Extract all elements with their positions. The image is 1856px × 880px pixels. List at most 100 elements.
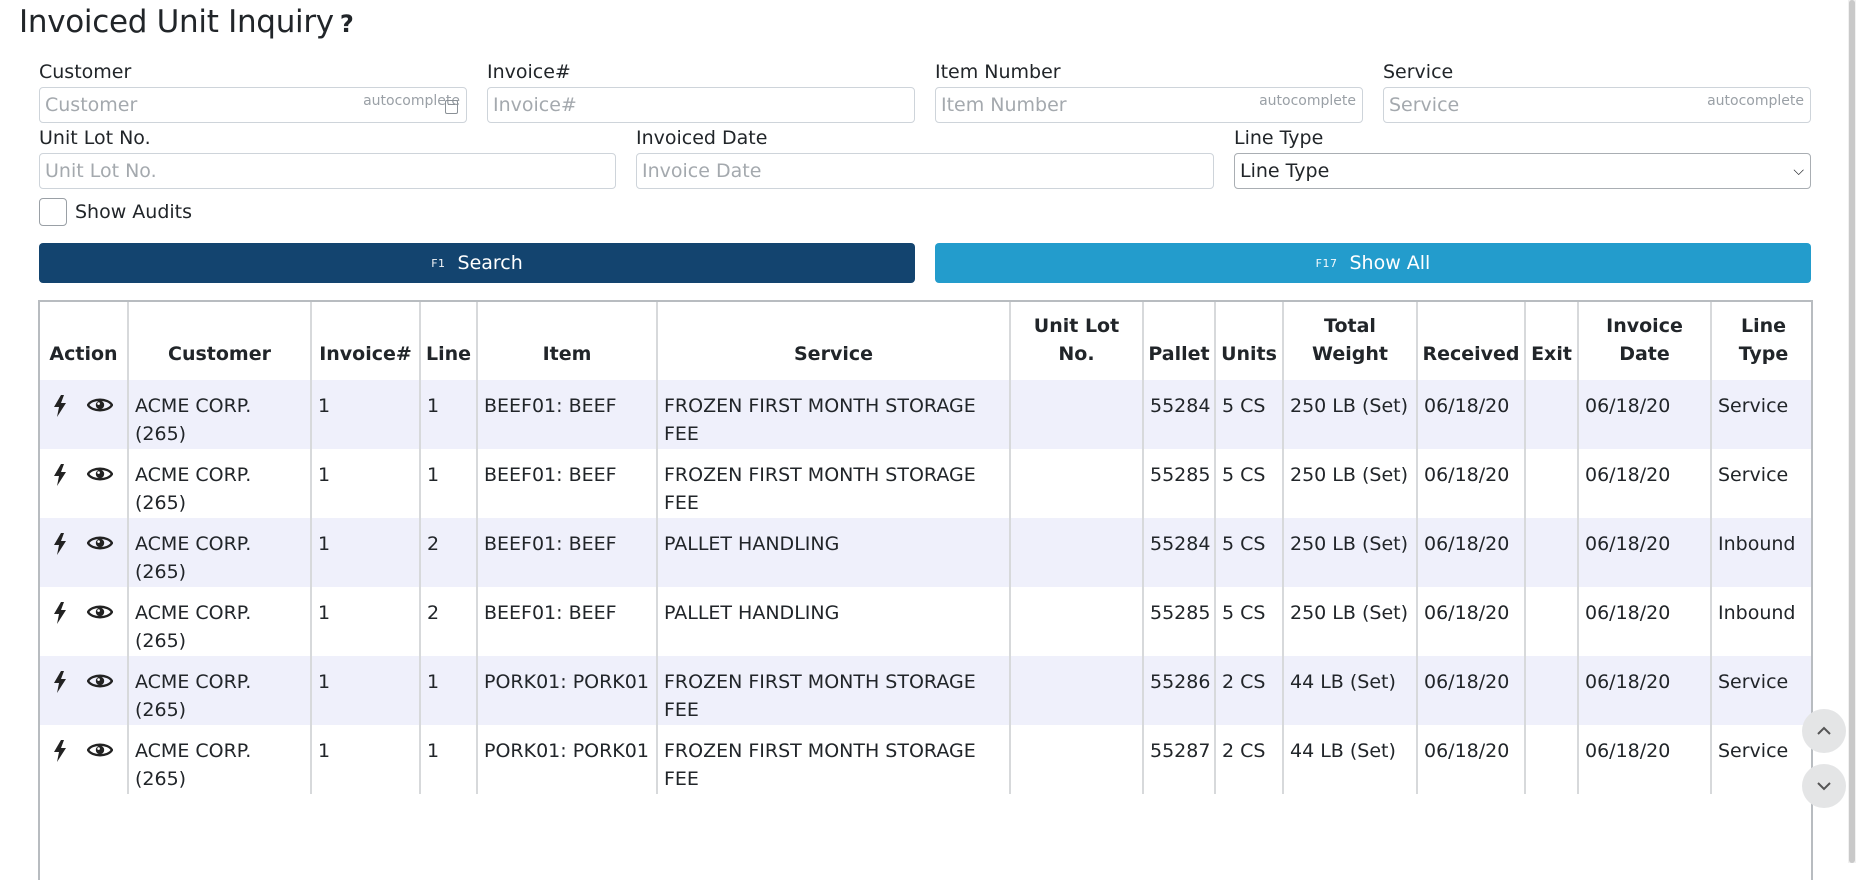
item-number-input[interactable]	[936, 88, 1362, 122]
eye-icon[interactable]	[87, 741, 113, 759]
bolt-icon[interactable]	[53, 533, 67, 555]
bolt-icon[interactable]	[53, 671, 67, 693]
scrollbar-thumb[interactable]	[1849, 0, 1855, 863]
invoice-input[interactable]	[488, 88, 914, 122]
line-type-select[interactable]: Line Type	[1235, 154, 1810, 188]
cell-line-type: Inbound	[1711, 518, 1811, 587]
column-header[interactable]: Units	[1215, 302, 1284, 380]
eye-icon[interactable]	[87, 465, 113, 483]
cell-units: 5 CS	[1215, 587, 1284, 656]
column-header[interactable]: Action	[40, 302, 129, 380]
invoice-field: Invoice#	[487, 59, 915, 123]
cell-service: FROZEN FIRST MONTH STORAGE FEE	[657, 449, 1011, 518]
cell-line: 2	[420, 587, 478, 656]
cell-weight: 250 LB (Set)	[1283, 587, 1418, 656]
invoiced-date-field: Invoiced Date	[636, 125, 1214, 189]
column-header[interactable]: Customer	[128, 302, 312, 380]
cell-customer: ACME CORP. (265)	[128, 725, 312, 794]
cell-service: FROZEN FIRST MONTH STORAGE FEE	[657, 656, 1011, 725]
cell-received: 06/18/20	[1417, 656, 1526, 725]
column-header[interactable]: Invoice#	[311, 302, 421, 380]
invoiced-date-input[interactable]	[637, 154, 1213, 188]
column-header[interactable]: Item	[477, 302, 658, 380]
unit-lot-label: Unit Lot No.	[39, 127, 151, 149]
show-audits-checkbox[interactable]	[39, 198, 67, 226]
show-audits-label: Show Audits	[75, 201, 193, 223]
column-header[interactable]: Exit	[1525, 302, 1579, 380]
action-cell	[40, 725, 129, 794]
bolt-icon[interactable]	[53, 464, 67, 486]
cell-exit	[1525, 587, 1579, 656]
cell-customer: ACME CORP. (265)	[128, 449, 312, 518]
column-header[interactable]: Invoice Date	[1578, 302, 1712, 380]
customer-label: Customer	[39, 61, 132, 83]
scroll-up-button[interactable]	[1802, 709, 1846, 753]
cell-line-type: Service	[1711, 449, 1811, 518]
table-row[interactable]: ACME CORP. (265) 1 2 BEEF01: BEEF PALLET HAN…	[40, 518, 1811, 587]
table-row[interactable]: ACME CORP. (265) 1 1 PORK01: PORK01 FROZEN F…	[40, 656, 1811, 725]
cell-received: 06/18/20	[1417, 449, 1526, 518]
table-row[interactable]: ACME CORP. (265) 1 2 BEEF01: BEEF PALLET HAN…	[40, 587, 1811, 656]
show-all-shortcut: F17	[1315, 256, 1338, 270]
cell-invoice: 1	[311, 656, 421, 725]
cell-line-type: Service	[1711, 725, 1811, 794]
cell-units: 5 CS	[1215, 518, 1284, 587]
eye-icon[interactable]	[87, 534, 113, 552]
column-header[interactable]: Service	[657, 302, 1011, 380]
invoiced-date-label: Invoiced Date	[636, 127, 768, 149]
cell-item: PORK01: PORK01	[477, 725, 658, 794]
invoice-label: Invoice#	[487, 61, 571, 83]
chevron-down-icon	[1817, 782, 1831, 791]
column-header[interactable]: Line	[420, 302, 478, 380]
service-input[interactable]	[1384, 88, 1810, 122]
cell-invoice-date: 06/18/20	[1578, 518, 1712, 587]
bolt-icon[interactable]	[53, 395, 67, 417]
lookup-icon[interactable]	[445, 100, 458, 114]
cell-exit	[1525, 380, 1579, 449]
column-header[interactable]: Line Type	[1738, 315, 1789, 365]
customer-field: Customer autocomplete	[39, 59, 467, 123]
table-row[interactable]: ACME CORP. (265) 1 1 BEEF01: BEEF FROZEN FIR…	[40, 380, 1811, 449]
results-table: Action Customer Invoice# Line Item Service Uni…	[38, 300, 1813, 880]
column-header[interactable]: Received	[1417, 302, 1526, 380]
bolt-icon[interactable]	[53, 740, 67, 762]
cell-line: 1	[420, 725, 478, 794]
table-row[interactable]: ACME CORP. (265) 1 1 BEEF01: BEEF FROZEN FIR…	[40, 449, 1811, 518]
eye-icon[interactable]	[87, 603, 113, 621]
column-header[interactable]: Pallet	[1143, 302, 1216, 380]
page-title-text: Invoiced Unit Inquiry	[19, 4, 334, 40]
eye-icon[interactable]	[87, 396, 113, 414]
unit-lot-field: Unit Lot No.	[39, 125, 616, 189]
cell-received: 06/18/20	[1417, 380, 1526, 449]
cell-invoice-date: 06/18/20	[1578, 656, 1712, 725]
cell-units: 5 CS	[1215, 449, 1284, 518]
show-all-button[interactable]: F17 Show All	[935, 243, 1811, 283]
help-icon[interactable]: ?	[339, 10, 354, 38]
cell-customer: ACME CORP. (265)	[128, 518, 312, 587]
cell-exit	[1525, 449, 1579, 518]
cell-item: BEEF01: BEEF	[477, 518, 658, 587]
search-button[interactable]: F1 Search	[39, 243, 915, 283]
bolt-icon[interactable]	[53, 602, 67, 624]
cell-invoice: 1	[311, 380, 421, 449]
table-header-row: Action Customer Invoice# Line Item Service Uni…	[40, 302, 1811, 380]
item-number-label: Item Number	[935, 61, 1061, 83]
cell-line: 1	[420, 449, 478, 518]
cell-received: 06/18/20	[1417, 518, 1526, 587]
column-header[interactable]: Total Weight	[1283, 302, 1418, 380]
eye-icon[interactable]	[87, 672, 113, 690]
table-row[interactable]: ACME CORP. (265) 1 1 PORK01: PORK01 FROZEN F…	[40, 725, 1811, 794]
scroll-down-button[interactable]	[1802, 764, 1846, 808]
action-cell	[40, 587, 129, 656]
column-header[interactable]: Unit Lot No.	[1010, 302, 1144, 380]
cell-unit-lot	[1010, 587, 1144, 656]
cell-unit-lot	[1010, 518, 1144, 587]
page-scrollbar[interactable]	[1848, 0, 1856, 863]
cell-line: 1	[420, 380, 478, 449]
cell-weight: 44 LB (Set)	[1283, 725, 1418, 794]
customer-input[interactable]	[40, 88, 466, 122]
unit-lot-input[interactable]	[40, 154, 615, 188]
cell-invoice-date: 06/18/20	[1578, 587, 1712, 656]
cell-weight: 250 LB (Set)	[1283, 518, 1418, 587]
cell-unit-lot	[1010, 380, 1144, 449]
